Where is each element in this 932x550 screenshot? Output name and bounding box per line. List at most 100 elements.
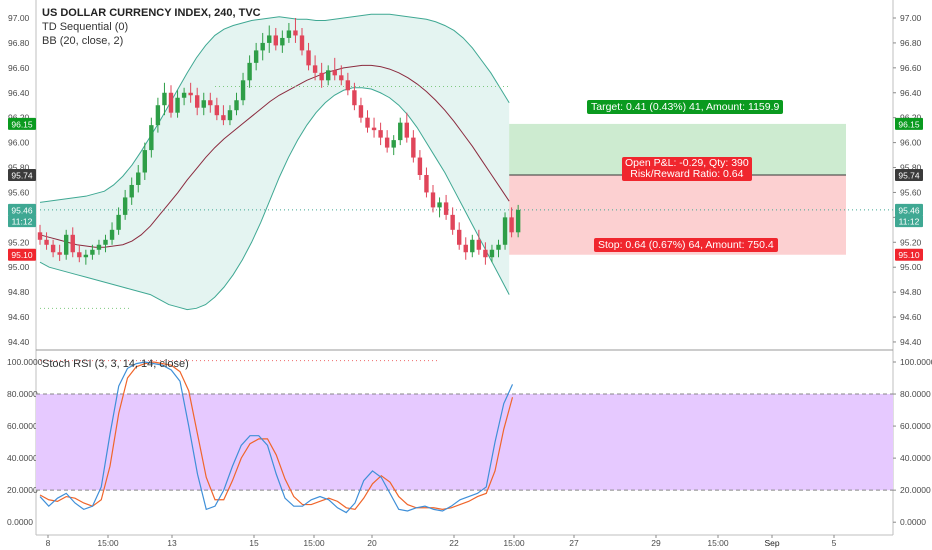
candle-body: [44, 239, 49, 245]
candle-body: [188, 92, 193, 96]
candle-body: [358, 105, 364, 118]
candle-body: [155, 105, 161, 126]
price-tick-label: 96.40: [900, 88, 922, 98]
candle-body: [83, 254, 89, 258]
candle-body: [90, 249, 95, 255]
candle-body: [234, 100, 239, 111]
time-tick-label: Sep: [764, 538, 779, 548]
candle-body: [37, 232, 43, 240]
time-tick-label: 15:00: [707, 538, 729, 548]
candle-body: [221, 115, 226, 121]
legend-rsi[interactable]: Stoch RSI (3, 3, 14, 14, close): [42, 358, 189, 370]
price-tick-label: 97.00: [900, 13, 922, 23]
candle-body: [70, 234, 75, 253]
candle-body: [280, 37, 285, 46]
rsi-band: [36, 394, 893, 491]
price-tick-label: 96.60: [900, 63, 922, 73]
price-tag-text: 96.15: [11, 119, 33, 129]
candle-body: [443, 202, 449, 215]
candle-body: [240, 80, 246, 101]
candle-body: [496, 244, 501, 250]
price-tag-text: 95.46: [11, 205, 33, 215]
candle-body: [502, 217, 508, 245]
time-tick-label: 13: [167, 538, 177, 548]
price-left-tick-label: 96.80: [8, 38, 30, 48]
candle-body: [253, 50, 259, 63]
candle-body: [214, 105, 220, 116]
time-tick-label: 15:00: [303, 538, 325, 548]
candle-body: [378, 130, 383, 138]
price-tick-label: 95.60: [900, 187, 922, 197]
time-tick-label: 27: [569, 538, 579, 548]
candle-body: [437, 202, 442, 208]
price-tag-left: [8, 117, 36, 130]
candle-body: [267, 35, 272, 43]
price-left-tick-label: 96.00: [8, 138, 30, 148]
price-tag-text: 95.74: [11, 170, 33, 180]
candle-body: [509, 217, 514, 233]
candle-body: [332, 70, 337, 76]
time-tick-label: 20: [367, 538, 377, 548]
candle-body: [299, 35, 305, 51]
price-tag-right: [895, 248, 923, 261]
chart-legend: US DOLLAR CURRENCY INDEX, 240, TVC TD Se…: [42, 6, 261, 48]
rsi-tick-label: 100.0000: [900, 357, 932, 367]
candle-body: [457, 229, 462, 245]
candle-body: [175, 97, 180, 113]
candle-body: [352, 90, 357, 106]
candle-body: [345, 80, 351, 91]
bb-basis-line: [39, 64, 510, 248]
candle-body: [149, 125, 154, 151]
bb-fill: [40, 14, 510, 310]
candle-body: [398, 122, 403, 141]
candle-body: [57, 252, 62, 255]
candle-body: [312, 65, 318, 73]
candle-body: [129, 184, 134, 198]
rsi-tick-label: 60.0000: [900, 421, 931, 431]
candle-body: [247, 62, 252, 81]
price-left-tick-label: 96.40: [8, 88, 30, 98]
candle-body: [208, 100, 213, 106]
candle-body: [463, 244, 468, 253]
price-left-tick-label: 95.80: [8, 163, 30, 173]
candle-body: [404, 122, 409, 138]
candle-body: [162, 92, 167, 106]
candle-body: [515, 209, 521, 233]
price-tag-text: 95.10: [11, 250, 33, 260]
candle-body: [476, 239, 482, 250]
rsi-tick-label: 40.0000: [900, 453, 931, 463]
time-tick-label: 15: [249, 538, 259, 548]
candle-body: [168, 92, 174, 113]
candle-body: [483, 249, 488, 258]
pnl-label: Open P&L: -0.29, Qty: 390 Risk/Reward Ra…: [622, 157, 752, 181]
candle-body: [430, 192, 436, 208]
candle-body: [227, 110, 233, 121]
candle-body: [391, 140, 396, 148]
rsi-left-tick-label: 20.0000: [7, 485, 38, 495]
candle-body: [470, 239, 475, 253]
price-tag-right: [895, 168, 923, 181]
rsi-left-tick-label: 40.0000: [7, 453, 38, 463]
candle-body: [424, 174, 429, 193]
price-tag-text: 95.74: [898, 170, 920, 180]
price-left-tick-label: 97.00: [8, 13, 30, 23]
price-left-tick-label: 94.80: [8, 287, 30, 297]
legend-bb[interactable]: BB (20, close, 2): [42, 35, 124, 47]
price-tag-right: [895, 203, 923, 216]
rsi-left-tick-label: 100.0000: [7, 357, 43, 367]
stop-label: Stop: 0.64 (0.67%) 64, Amount: 750.4: [594, 238, 778, 252]
candle-body: [489, 249, 495, 258]
price-left-tick-label: 95.00: [8, 262, 30, 272]
price-tick-label: 95.20: [900, 237, 922, 247]
price-left-tick-label: 96.60: [8, 63, 30, 73]
candle-body: [417, 157, 423, 175]
price-tick-label: 94.80: [900, 287, 922, 297]
legend-td[interactable]: TD Sequential (0): [42, 21, 129, 33]
rsi-k-line: [39, 361, 514, 514]
candle-body: [136, 172, 141, 185]
candle-body: [450, 214, 455, 230]
candle-body: [116, 214, 121, 230]
price-tick-label: 96.20: [900, 113, 922, 123]
